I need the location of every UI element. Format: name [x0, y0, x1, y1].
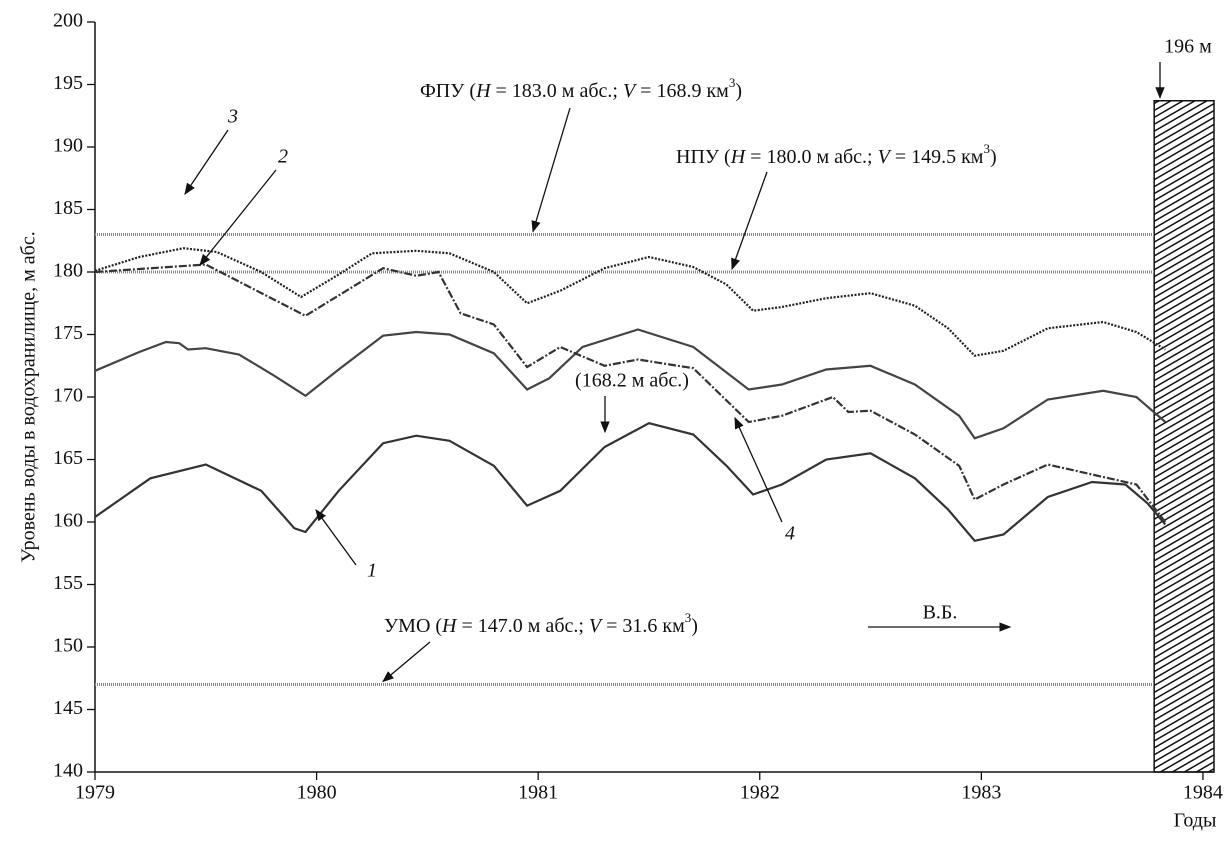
y-tick-label: 190	[53, 135, 83, 157]
label-part: 3	[983, 141, 990, 156]
series-line	[94, 247, 1166, 357]
y-tick-label: 170	[53, 385, 83, 407]
label-part: ФПУ (	[420, 80, 476, 102]
curve-label: 1	[367, 560, 377, 582]
label-part: = 180.0 м абс.;	[745, 146, 877, 168]
y-tick-label: 180	[53, 260, 83, 282]
label-part: )	[735, 80, 742, 102]
x-tick-label: 1982	[740, 782, 780, 804]
label-part: V	[623, 80, 638, 102]
annotation: (168.2 м абс.)	[575, 370, 689, 392]
label-part: H	[730, 146, 747, 168]
curve-label: 3	[227, 106, 238, 128]
x-tick-label: 1984	[1183, 782, 1223, 804]
y-tick-label: 150	[53, 635, 83, 657]
reference-label: НПУ (H = 180.0 м абс.; V = 149.5 км3)	[676, 141, 997, 167]
arrow	[184, 129, 229, 195]
y-tick-label: 200	[53, 10, 83, 32]
arrow	[199, 169, 277, 266]
dam-block	[1153, 100, 1215, 773]
label-part: = 183.0 м абс.;	[491, 80, 623, 102]
x-tick-label: 1983	[961, 782, 1001, 804]
y-tick-label: 165	[53, 447, 83, 469]
arrow	[382, 641, 431, 683]
label-part: 3	[685, 610, 692, 625]
y-tick-label: 145	[53, 697, 83, 719]
series-line	[94, 422, 1167, 543]
series-line	[94, 328, 1167, 440]
label-part: УМО (	[384, 615, 442, 637]
curve-label: 4	[785, 523, 795, 545]
annotation: В.Б.	[923, 602, 958, 624]
label-part: )	[691, 615, 698, 637]
y-tick-label: 155	[53, 572, 83, 594]
x-tick-label: 1981	[518, 782, 558, 804]
label-part: = 147.0 м абс.;	[457, 615, 589, 637]
label-part: V	[589, 615, 604, 637]
label-part: )	[990, 146, 997, 168]
y-tick-label: 195	[53, 72, 83, 94]
y-tick-label: 160	[53, 510, 83, 532]
y-tick-label: 140	[53, 760, 83, 782]
x-tick-label: 1980	[297, 782, 337, 804]
reference-label: ФПУ (H = 183.0 м абс.; V = 168.9 км3)	[420, 75, 742, 101]
series-line	[94, 263, 1167, 523]
arrow	[531, 107, 571, 233]
label-part: = 149.5 км	[890, 146, 984, 168]
x-axis-label: Годы	[1174, 810, 1217, 832]
arrow	[734, 416, 783, 523]
label-part: H	[475, 80, 492, 102]
label-part: H	[441, 615, 458, 637]
arrow	[731, 171, 768, 271]
x-tick-label: 1979	[75, 782, 115, 804]
label-part: = 168.9 км	[635, 80, 729, 102]
reference-label: УМО (H = 147.0 м абс.; V = 31.6 км3)	[384, 610, 698, 636]
y-axis-label: Уровень воды в водохранилище, м абс.	[18, 231, 40, 562]
label-part: = 31.6 км	[601, 615, 685, 637]
y-tick-label: 185	[53, 197, 83, 219]
label-part: 3	[729, 75, 736, 90]
label-part: НПУ (	[676, 146, 731, 168]
y-tick-label: 175	[53, 322, 83, 344]
curve-label: 2	[278, 146, 288, 168]
label-part: V	[878, 146, 893, 168]
arrow	[315, 509, 357, 566]
dam-label: 196 м	[1164, 36, 1212, 58]
